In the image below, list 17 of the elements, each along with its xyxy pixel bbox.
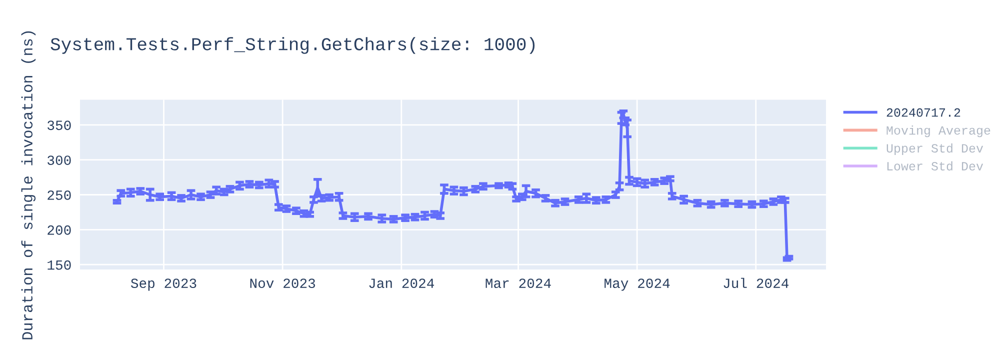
- y-tick-label: 250: [48, 190, 71, 200]
- y-axis-title: Duration of single invocation (ns): [21, 31, 36, 340]
- legend-label: Upper Std Dev: [886, 143, 984, 156]
- legend-label: 20240717.2: [886, 108, 960, 117]
- y-tick-label: 300: [48, 156, 71, 165]
- x-tick-label: Mar 2024: [486, 278, 551, 288]
- chart-title: System.Tests.Perf_String.GetChars(size: 1000): [50, 37, 535, 54]
- x-tick-label: Sep 2023: [130, 278, 196, 291]
- y-tick-label: 200: [48, 225, 71, 235]
- x-tick-label: May 2024: [604, 278, 670, 291]
- y-tick-label: 150: [48, 260, 71, 270]
- y-tick-label: 350: [48, 120, 71, 130]
- legend-label: Lower Std Dev: [887, 161, 984, 171]
- x-tick-label: Nov 2023: [250, 278, 316, 288]
- x-tick-label: Jul 2024: [724, 278, 789, 288]
- x-tick-label: Jan 2024: [369, 278, 434, 288]
- legend-label: Moving Average: [886, 126, 990, 138]
